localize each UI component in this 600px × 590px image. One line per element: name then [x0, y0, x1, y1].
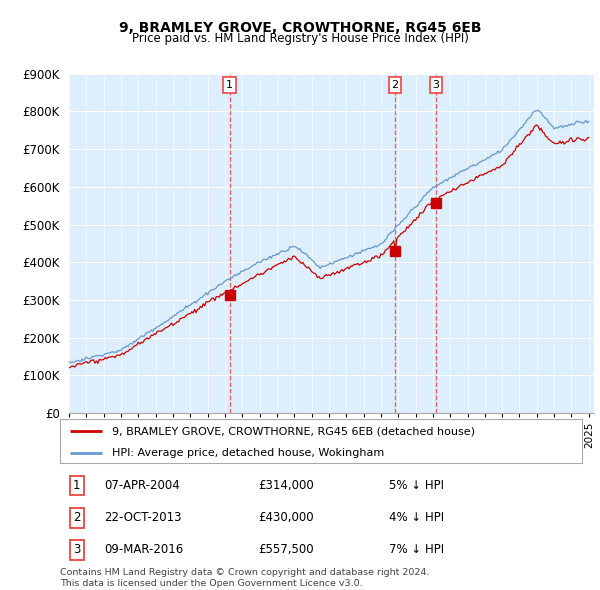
Text: 07-APR-2004: 07-APR-2004 — [104, 479, 180, 492]
Text: £430,000: £430,000 — [259, 511, 314, 524]
Text: Contains HM Land Registry data © Crown copyright and database right 2024.: Contains HM Land Registry data © Crown c… — [60, 568, 430, 576]
Text: Price paid vs. HM Land Registry's House Price Index (HPI): Price paid vs. HM Land Registry's House … — [131, 32, 469, 45]
Text: HPI: Average price, detached house, Wokingham: HPI: Average price, detached house, Woki… — [112, 448, 385, 458]
Text: 2: 2 — [391, 80, 398, 90]
Text: 22-OCT-2013: 22-OCT-2013 — [104, 511, 182, 524]
Text: 1: 1 — [226, 80, 233, 90]
Text: 1: 1 — [73, 479, 80, 492]
Text: £314,000: £314,000 — [259, 479, 314, 492]
Text: 5% ↓ HPI: 5% ↓ HPI — [389, 479, 444, 492]
Text: 3: 3 — [73, 543, 80, 556]
Text: 3: 3 — [433, 80, 440, 90]
Text: 7% ↓ HPI: 7% ↓ HPI — [389, 543, 444, 556]
Text: 2: 2 — [73, 511, 80, 524]
Text: This data is licensed under the Open Government Licence v3.0.: This data is licensed under the Open Gov… — [60, 579, 362, 588]
Text: £557,500: £557,500 — [259, 543, 314, 556]
Text: 09-MAR-2016: 09-MAR-2016 — [104, 543, 184, 556]
Text: 9, BRAMLEY GROVE, CROWTHORNE, RG45 6EB (detached house): 9, BRAMLEY GROVE, CROWTHORNE, RG45 6EB (… — [112, 427, 475, 436]
Text: 4% ↓ HPI: 4% ↓ HPI — [389, 511, 444, 524]
Text: 9, BRAMLEY GROVE, CROWTHORNE, RG45 6EB: 9, BRAMLEY GROVE, CROWTHORNE, RG45 6EB — [119, 21, 481, 35]
